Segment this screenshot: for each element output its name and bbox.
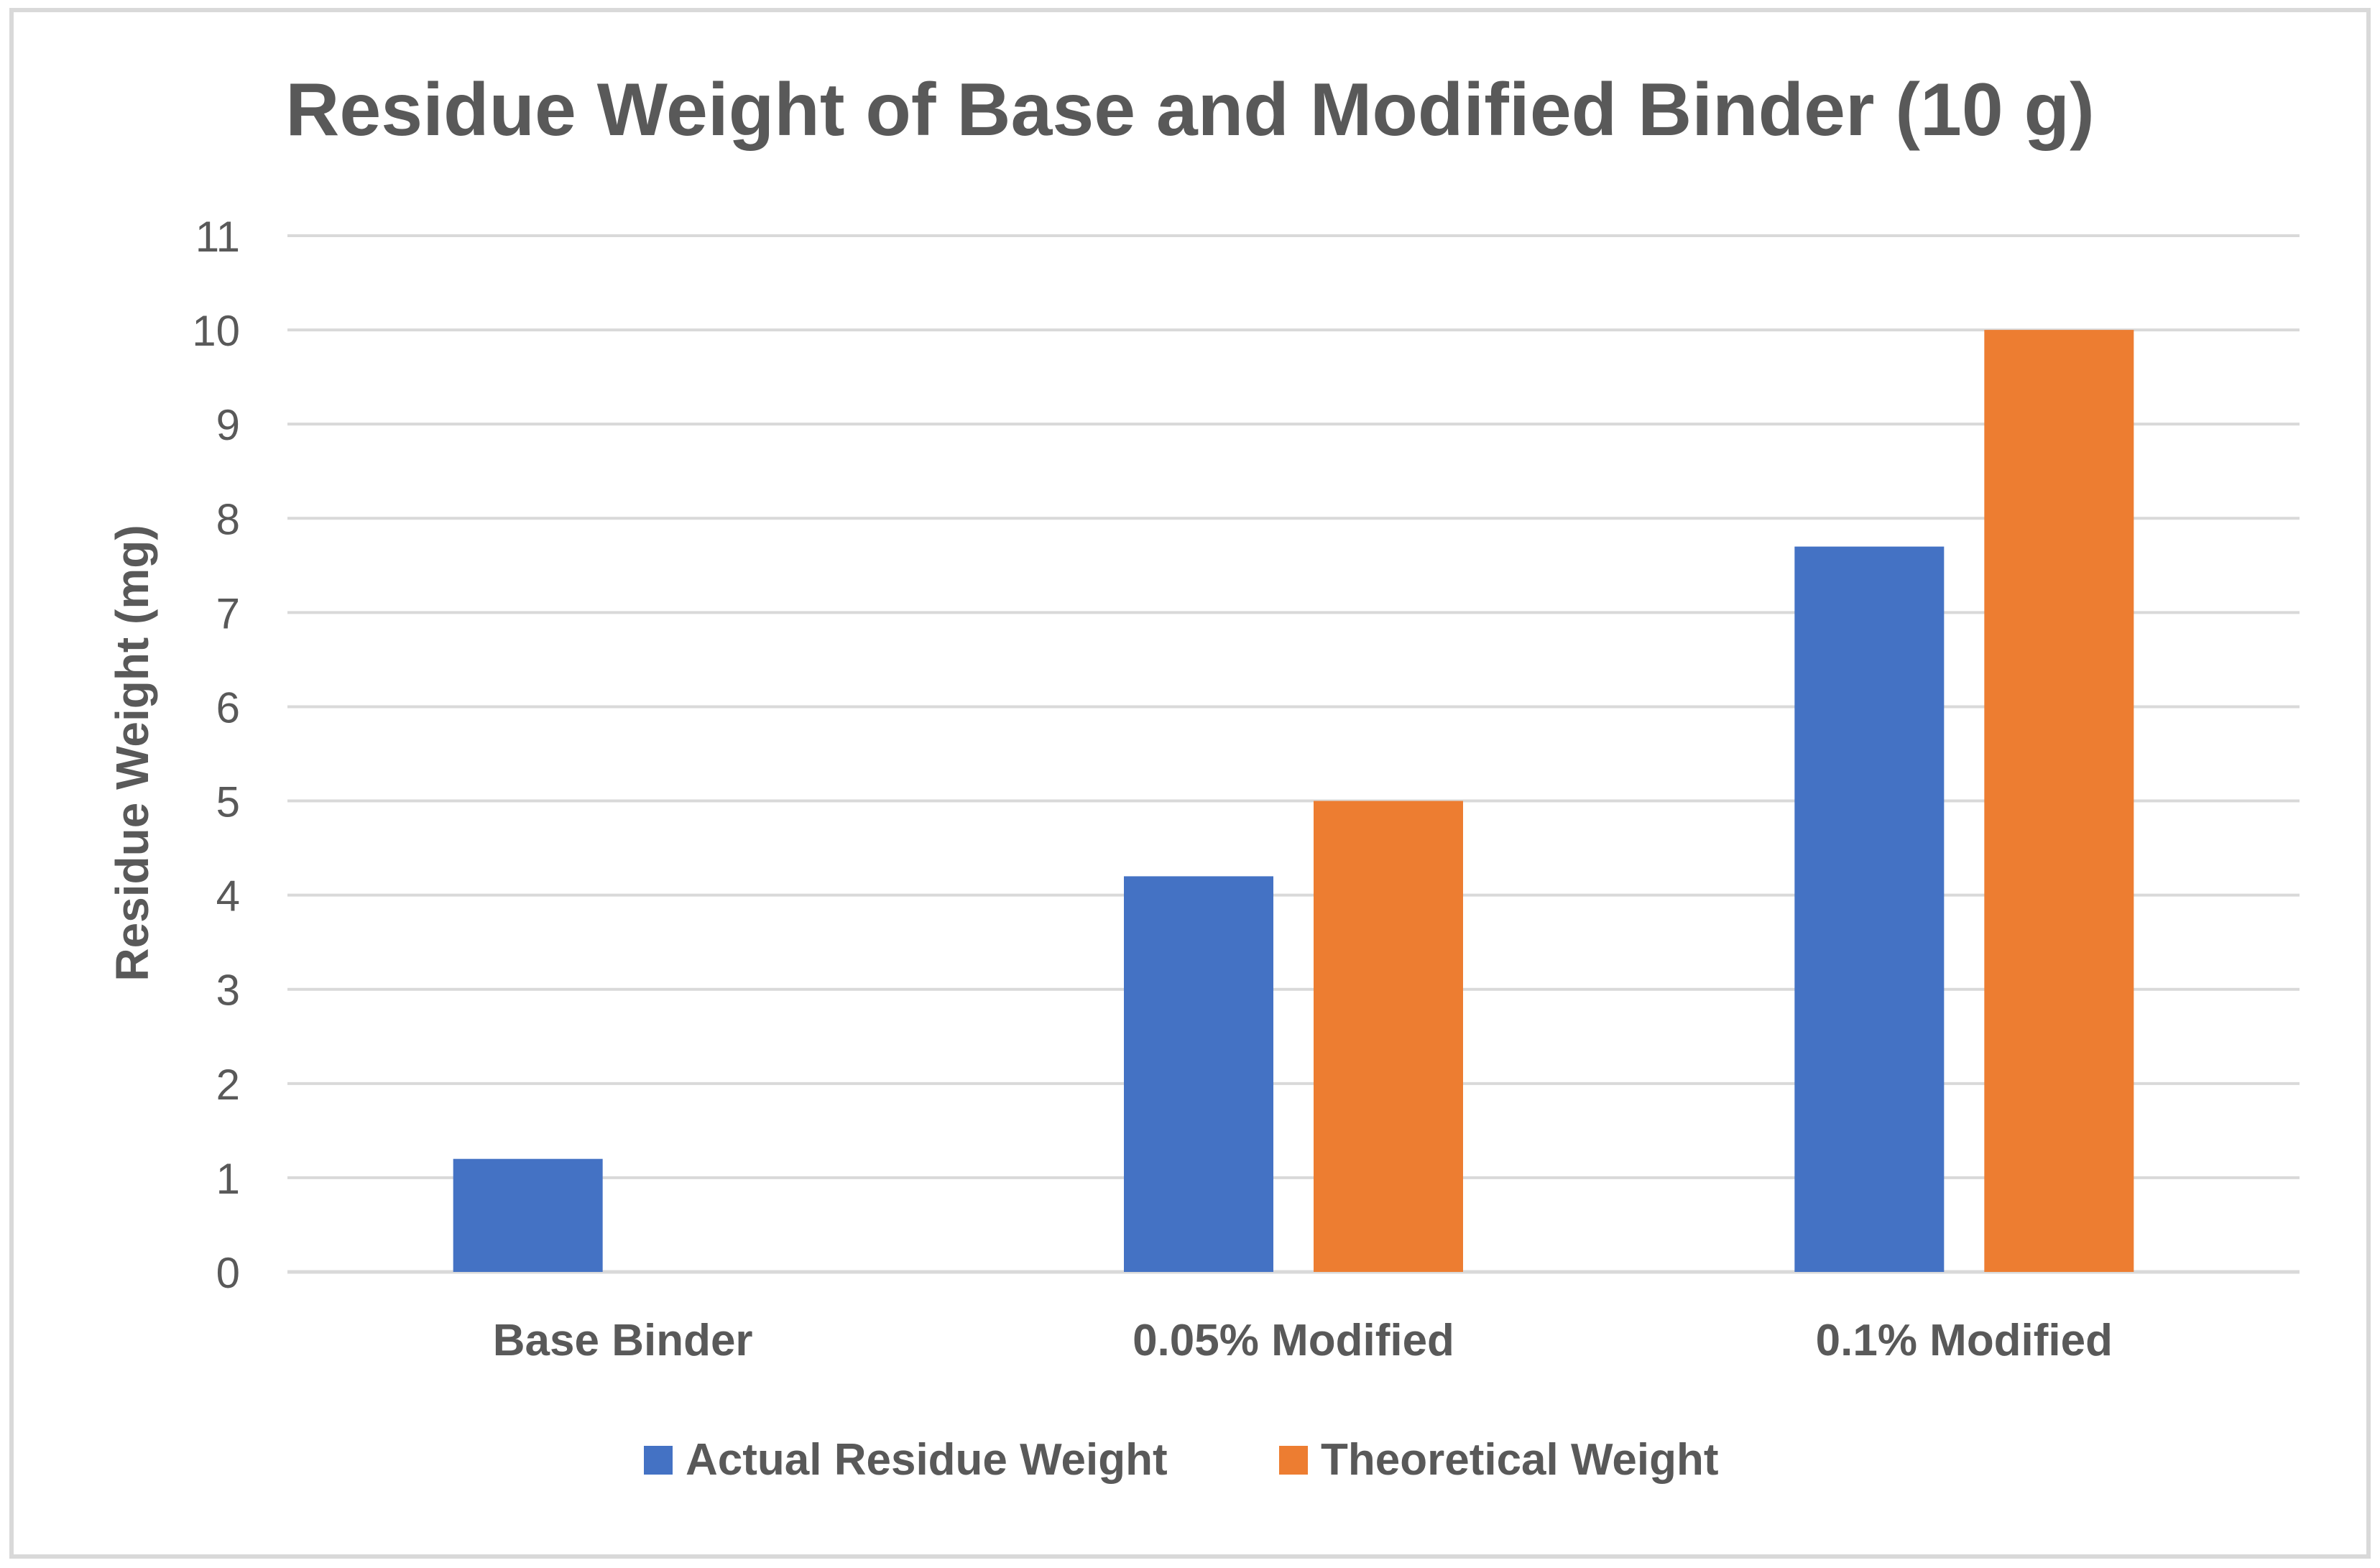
x-tick-label: Base Binder	[493, 1316, 753, 1365]
bars	[453, 330, 2134, 1272]
chart-border	[9, 8, 2371, 1559]
y-tick-label: 0	[216, 1249, 240, 1297]
x-axis-ticks: Base Binder 0.05% Modified 0.1% Modified	[493, 1316, 2113, 1365]
legend-swatch	[1279, 1446, 1308, 1475]
gridlines	[287, 234, 2300, 1274]
bar	[1794, 546, 1945, 1272]
bar	[1314, 801, 1463, 1272]
y-axis-label: Residue Weight (mg)	[106, 525, 158, 981]
y-tick-label: 2	[216, 1061, 240, 1109]
y-tick-label: 4	[216, 872, 240, 921]
y-tick-label: 3	[216, 967, 240, 1015]
y-tick-label: 1	[216, 1155, 240, 1203]
x-tick-label: 0.05% Modified	[1133, 1316, 1454, 1365]
y-axis-ticks: 0 1 2 3 4 5 6 7 8 9 10 11	[192, 213, 240, 1297]
y-tick-label: 6	[216, 683, 240, 732]
x-tick-label: 0.1% Modified	[1816, 1316, 2113, 1365]
chart-title: Residue Weight of Base and Modified Bind…	[285, 68, 2094, 152]
y-tick-label: 11	[195, 213, 240, 261]
bar	[1984, 330, 2134, 1272]
bar	[453, 1158, 603, 1272]
y-tick-label: 7	[216, 589, 240, 637]
bar	[1124, 876, 1273, 1272]
y-tick-label: 8	[216, 495, 240, 543]
legend: Actual Residue Weight Theoretical Weight	[644, 1435, 1719, 1485]
legend-label: Theoretical Weight	[1321, 1435, 1719, 1485]
y-tick-label: 10	[192, 307, 240, 355]
y-tick-label: 5	[216, 778, 240, 826]
legend-swatch	[644, 1446, 673, 1475]
legend-label: Actual Residue Weight	[686, 1435, 1168, 1485]
y-tick-label: 9	[216, 401, 240, 449]
